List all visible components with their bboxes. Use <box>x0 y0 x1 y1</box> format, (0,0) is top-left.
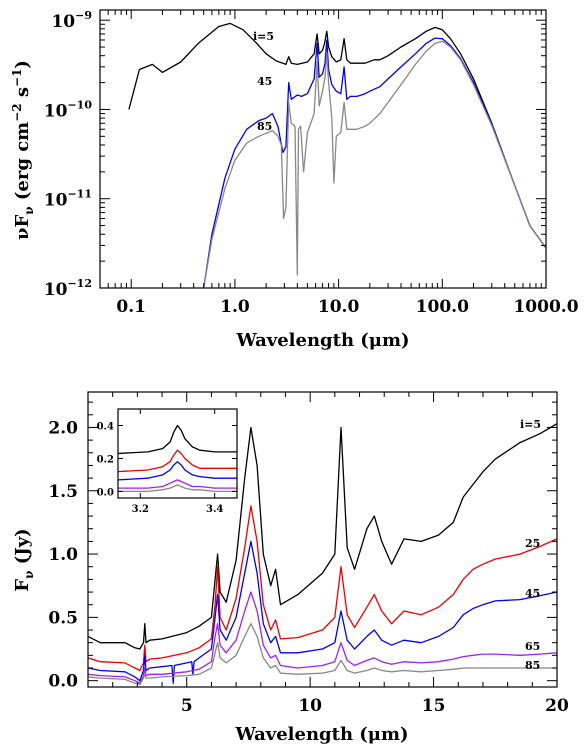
inset-ytick-label: 0.4 <box>97 421 114 432</box>
inset-series-line-4 <box>118 484 237 493</box>
spectrum-series <box>88 423 557 686</box>
inset-series-line-3 <box>118 479 237 489</box>
sed-panel: 0.1 1.0 10.0 100.0 1000.0 10−12 10−11 10−10 10−9… <box>10 9 579 351</box>
spectrum-series-line-1 <box>88 505 557 672</box>
sed-xtick-label: 10.0 <box>318 297 360 317</box>
sed-series <box>128 22 546 288</box>
sed-y-axis-label: νFν (erg cm−2 s−1) <box>10 60 36 240</box>
spectrum-ticks: 5 10 15 20 0.0 0.5 1.0 1.5 2.0 <box>48 392 569 716</box>
sed-ylabel-part1: ν <box>22 206 36 214</box>
sed-xtick-label: 1000.0 <box>513 297 578 317</box>
inset-series-line-2 <box>118 461 237 481</box>
spectrum-ytick-label: 1.5 <box>48 482 78 502</box>
sed-annotation-85: 85 <box>257 120 272 133</box>
sed-series-line-2 <box>203 40 546 288</box>
spectrum-ytick-label: 0.5 <box>48 608 78 628</box>
sed-ytick-label: 10−10 <box>44 98 93 121</box>
inset-panel: 3.2 3.4 0.0 0.2 0.4 <box>97 408 238 515</box>
spectrum-annotation-85: 85 <box>525 659 540 672</box>
sed-annotation-i5: i=5 <box>253 30 274 43</box>
svg-text:Fν (Jy): Fν (Jy) <box>12 528 36 591</box>
sed-x-axis-label: Wavelength (μm) <box>235 330 409 351</box>
inset-xtick-label: 3.4 <box>206 504 223 515</box>
sed-series-line-1 <box>203 37 546 288</box>
sed-annotation-45: 45 <box>257 75 272 88</box>
spectrum-ytick-label: 2.0 <box>48 418 78 438</box>
spectrum-annotation-45: 45 <box>525 587 540 600</box>
spectrum-xtick-label: 10 <box>298 696 322 716</box>
spectrum-panel: 5 10 15 20 0.0 0.5 1.0 1.5 2.0 i=5 25 45 65 85 W… <box>12 391 569 745</box>
sed-axes-frame <box>99 9 547 289</box>
inset-ticks: 3.2 3.4 0.0 0.2 0.4 <box>97 409 237 515</box>
sed-xtick-label: 100.0 <box>416 297 469 317</box>
sed-ytick-label: 10−11 <box>44 188 92 211</box>
inset-series <box>118 424 237 493</box>
spectrum-y-axis-label: Fν (Jy) <box>12 528 36 591</box>
sed-xtick-label: 1.0 <box>220 297 250 317</box>
spectrum-series-line-2 <box>88 540 557 684</box>
spectrum-series-line-4 <box>88 623 557 686</box>
spectrum-annotation-i5: i=5 <box>520 418 541 431</box>
sed-xtick-label: 0.1 <box>116 297 146 317</box>
inset-series-line-1 <box>118 449 237 473</box>
spectrum-series-line-0 <box>88 423 557 650</box>
sed-ylabel-part6: ) <box>12 60 33 69</box>
sed-ticks: 0.1 1.0 10.0 100.0 1000.0 10−12 10−11 10−10 10−9 <box>44 9 579 317</box>
spectrum-xtick-label: 20 <box>545 696 569 716</box>
sed-ytick-label: 10−12 <box>44 277 92 300</box>
inset-ytick-label: 0.2 <box>97 454 114 465</box>
inset-ytick-label: 0.0 <box>97 487 114 498</box>
svg-text:νFν (erg cm−2 s−1): νFν (erg cm−2 s−1) <box>10 60 36 240</box>
inset-series-line-0 <box>118 424 237 455</box>
spectrum-xtick-label: 15 <box>422 696 446 716</box>
sed-series-line-0 <box>128 22 546 249</box>
sed-ylabel-part4: s <box>12 87 33 103</box>
inset-axes-frame <box>117 408 238 499</box>
spectrum-ylabel-part0: F <box>12 579 33 592</box>
spectrum-ylabel-part1: ν <box>22 571 36 579</box>
spectrum-ytick-label: 1.0 <box>48 545 78 565</box>
inset-background <box>118 409 237 498</box>
sed-ylabel-part2: (erg cm <box>12 122 33 207</box>
inset-xtick-label: 3.2 <box>132 504 149 515</box>
sed-ylabel-part5: −1 <box>10 69 24 87</box>
spectrum-ylabel-part2: (Jy) <box>12 528 33 570</box>
sed-ylabel-part3: −2 <box>10 103 24 121</box>
spectrum-annotation-25: 25 <box>525 537 540 550</box>
spectrum-series-line-3 <box>88 591 557 684</box>
spectrum-ytick-label: 0.0 <box>48 672 78 692</box>
sed-ytick-label: 10−9 <box>51 9 92 32</box>
sed-ylabel-part0: νF <box>12 214 33 239</box>
spectrum-annotation-65: 65 <box>525 640 540 653</box>
spectrum-x-axis-label: Wavelength (μm) <box>234 724 408 745</box>
spectrum-xtick-label: 5 <box>181 696 193 716</box>
spectrum-axes-frame <box>87 391 558 688</box>
